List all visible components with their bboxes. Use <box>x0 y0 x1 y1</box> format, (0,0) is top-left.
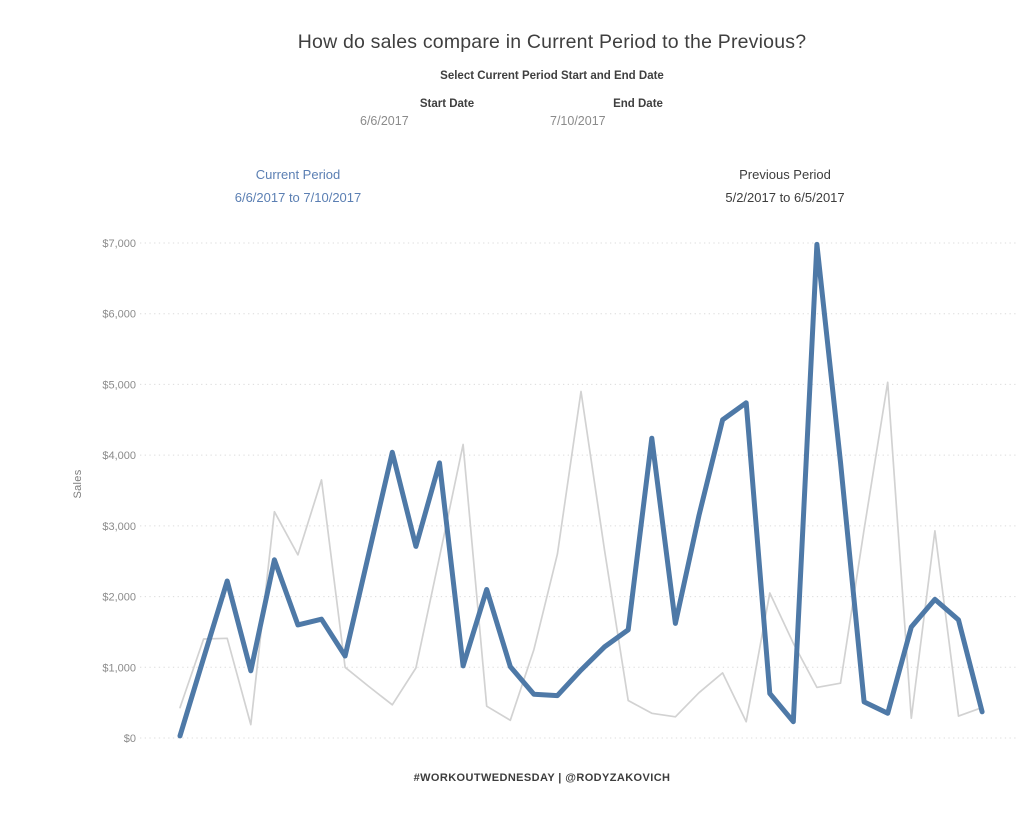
y-tick-label: $4,000 <box>102 450 136 462</box>
legend-previous-period-title: Previous Period <box>739 167 831 182</box>
y-tick-label: $6,000 <box>102 309 136 321</box>
end-date-label: End Date <box>613 98 663 110</box>
end-date-input[interactable]: 7/10/2017 <box>550 114 606 128</box>
y-tick-label: $1,000 <box>102 662 136 674</box>
parameter-section-heading: Select Current Period Start and End Date <box>440 70 664 82</box>
y-tick-label: $0 <box>124 733 136 745</box>
current-period-line[interactable] <box>177 241 985 739</box>
previous-period-line[interactable] <box>179 381 983 726</box>
start-date-input[interactable]: 6/6/2017 <box>360 114 409 128</box>
legend-current-period: Current Period 6/6/2017 to 7/10/2017 <box>168 163 428 209</box>
legend-current-period-title: Current Period <box>255 167 341 182</box>
page-title: How do sales compare in Current Period t… <box>297 31 807 53</box>
footer-credit: #WORKOUTWEDNESDAY | @RODYZAKOVICH <box>413 772 671 784</box>
y-tick-label: $5,000 <box>102 379 136 391</box>
y-tick-label: $3,000 <box>102 521 136 533</box>
legend-previous-period-range: 5/2/2017 to 6/5/2017 <box>725 190 845 205</box>
legend-current-period-range: 6/6/2017 to 7/10/2017 <box>234 190 362 205</box>
start-date-label: Start Date <box>419 98 475 110</box>
y-tick-label: $7,000 <box>102 238 136 250</box>
legend-previous-period: Previous Period 5/2/2017 to 6/5/2017 <box>655 163 915 209</box>
y-tick-label: $2,000 <box>102 592 136 604</box>
